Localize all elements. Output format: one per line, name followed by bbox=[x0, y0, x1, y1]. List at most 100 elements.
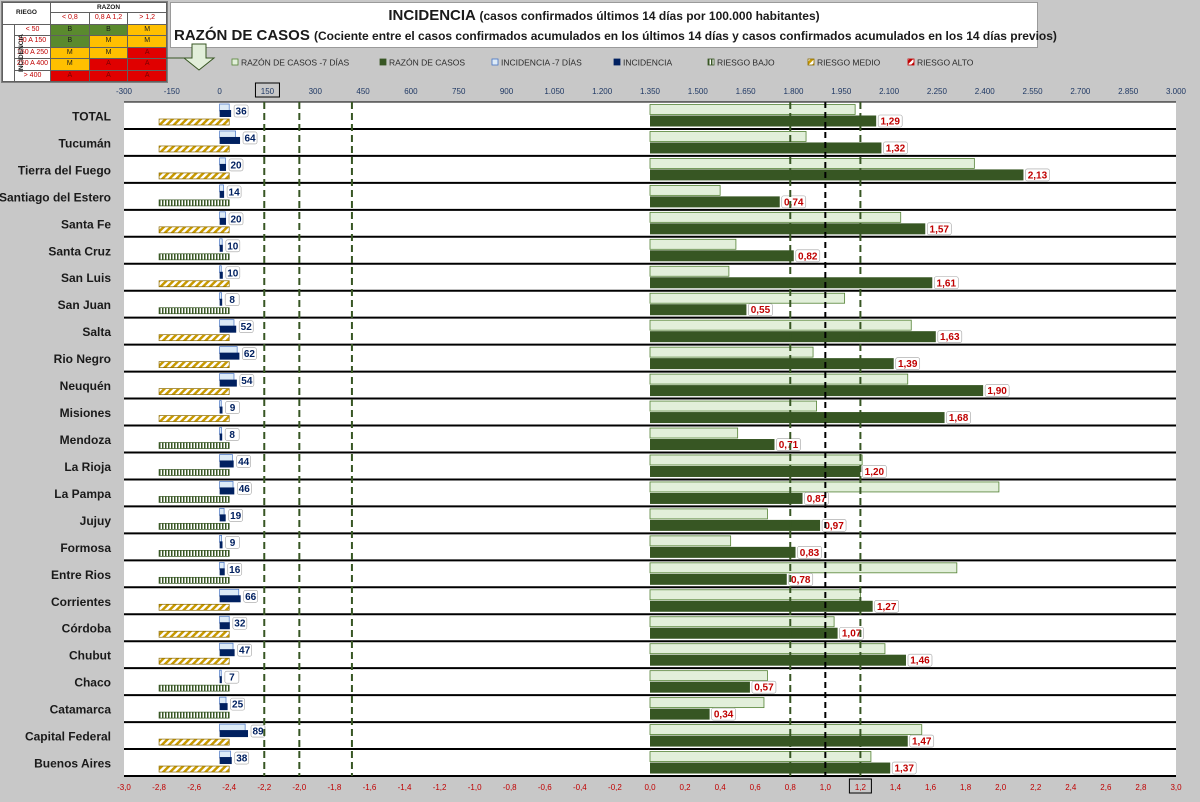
razon-bar bbox=[650, 519, 821, 531]
razon-label-box bbox=[874, 599, 899, 613]
razon-prev-bar bbox=[649, 131, 807, 142]
incidencia-bar bbox=[219, 730, 249, 738]
category-label: Tucumán bbox=[59, 136, 111, 150]
incidencia-bar bbox=[219, 136, 241, 144]
legend-entry-label: RIESGO MEDIO bbox=[817, 58, 881, 68]
incidencia-bar bbox=[219, 757, 232, 765]
subtitle-subtext: (Cociente entre el casos confirmados acu… bbox=[314, 29, 1057, 43]
bottom-axis-tick-label: 1,8 bbox=[960, 783, 972, 792]
incidencia-data-label: 54 bbox=[241, 376, 253, 387]
incidencia-bar bbox=[219, 190, 225, 198]
razon-prev-bar bbox=[649, 104, 856, 115]
chart-subtitle: RAZÓN DE CASOS (Cociente entre el casos … bbox=[174, 27, 1057, 44]
incidencia-data-label: 52 bbox=[241, 322, 253, 333]
title-subtext: (casos confirmados últimos 14 días por 1… bbox=[479, 9, 820, 23]
razon-prev-bar bbox=[649, 454, 863, 466]
legend-entry-label: RAZÓN DE CASOS bbox=[389, 58, 465, 68]
incidencia-data-label: 8 bbox=[229, 430, 235, 441]
incidencia-prev-bar bbox=[219, 615, 230, 624]
incidencia-data-label: 19 bbox=[230, 511, 242, 522]
category-label: La Rioja bbox=[64, 460, 111, 474]
top-axis-tick-label: 0 bbox=[217, 87, 222, 96]
legend-swatch bbox=[379, 58, 387, 66]
category-label: Capital Federal bbox=[25, 730, 111, 744]
category-label: Catamarca bbox=[50, 703, 112, 717]
top-axis-tick-label: 3.000 bbox=[1166, 87, 1187, 96]
razon-data-label: 0,57 bbox=[754, 683, 774, 694]
razon-label-box bbox=[984, 384, 1010, 397]
razon-data-label: 2,13 bbox=[1028, 170, 1048, 181]
razon-prev-bar bbox=[649, 508, 768, 520]
incidencia-prev-bar bbox=[219, 669, 222, 678]
incidencia-data-label: 36 bbox=[236, 107, 248, 118]
risk-table-cell: A bbox=[88, 69, 129, 82]
legend-entry-label: RIESGO BAJO bbox=[717, 58, 775, 68]
razon-data-label: 0,82 bbox=[798, 251, 818, 262]
incidencia-prev-bar bbox=[219, 265, 222, 274]
razon-label-box bbox=[891, 761, 917, 775]
razon-prev-bar bbox=[649, 400, 817, 412]
incidencia-data-label: 8 bbox=[229, 295, 235, 306]
razon-prev-bar bbox=[649, 292, 846, 304]
bottom-axis-tick-label: -2,6 bbox=[187, 783, 201, 792]
razon-data-label: 1,32 bbox=[886, 143, 906, 154]
risk-table-inc-range: 150 A 250 bbox=[13, 46, 52, 59]
razon-prev-bar bbox=[649, 211, 902, 223]
incidencia-prev-bar bbox=[219, 103, 230, 112]
legend-entry-label: RIESGO ALTO bbox=[917, 58, 974, 68]
top-axis-tick-label: 750 bbox=[452, 87, 466, 96]
incidencia-prev-bar bbox=[219, 696, 227, 705]
risk-matrix-table: RIEGO RAZON < 0,8 0,8 A 1,2 > 1,2 INCIDE… bbox=[1, 1, 168, 83]
bottom-axis-tick-label: 0,8 bbox=[785, 783, 797, 792]
top-axis-tick-label: 900 bbox=[500, 87, 514, 96]
bottom-axis-tick-label: -1,0 bbox=[468, 783, 482, 792]
razon-bar bbox=[650, 492, 803, 504]
legend-swatch bbox=[707, 58, 715, 66]
incidencia-bar bbox=[219, 676, 222, 684]
razon-label-box bbox=[797, 546, 822, 559]
razon-prev-bar bbox=[649, 158, 975, 169]
razon-label-box bbox=[776, 438, 801, 451]
category-label: Santa Cruz bbox=[48, 244, 111, 258]
category-label: TOTAL bbox=[72, 109, 111, 123]
category-label: Tierra del Fuego bbox=[18, 163, 111, 177]
incidencia-data-label: 10 bbox=[227, 241, 239, 252]
legend-entry-label: INCIDENCIA bbox=[623, 58, 672, 68]
razon-label-box bbox=[909, 734, 935, 748]
bottom-axis-tick-label: 1,4 bbox=[890, 783, 902, 792]
incidencia-bar bbox=[219, 487, 235, 495]
razon-bar bbox=[650, 331, 936, 343]
razon-prev-bar bbox=[649, 427, 739, 439]
razon-prev-bar bbox=[649, 724, 923, 735]
razon-label-box bbox=[907, 653, 933, 667]
incidencia-prev-bar bbox=[219, 211, 226, 220]
razon-data-label: 0,71 bbox=[779, 440, 799, 451]
incidencia-label-box bbox=[233, 104, 249, 118]
risk-bar bbox=[158, 388, 230, 395]
legend-entry-label: INCIDENCIA -7 DÍAS bbox=[501, 58, 582, 68]
risk-bar bbox=[158, 118, 230, 126]
risk-table-cell: B bbox=[50, 35, 90, 48]
bottom-axis-tick-label: -2,0 bbox=[292, 783, 306, 792]
risk-table-cell: B bbox=[88, 23, 129, 36]
razon-prev-bar bbox=[649, 670, 768, 682]
legend-swatch bbox=[907, 58, 915, 66]
incidencia-label-box bbox=[227, 563, 243, 576]
incidencia-bar bbox=[219, 595, 241, 603]
category-label: Salta bbox=[82, 325, 111, 339]
legend-swatch bbox=[491, 58, 499, 66]
incidencia-data-label: 47 bbox=[239, 646, 251, 657]
bottom-axis-tick-label: -2,4 bbox=[222, 783, 236, 792]
razon-bar bbox=[650, 708, 710, 720]
risk-table-cell: A bbox=[50, 69, 90, 82]
incidencia-data-label: 46 bbox=[239, 484, 251, 495]
header-box: INCIDENCIA (casos confirmados últimos 14… bbox=[170, 2, 1057, 48]
razon-bar bbox=[650, 546, 796, 558]
incidencia-label-box bbox=[237, 482, 252, 495]
incidencia-label-box bbox=[238, 320, 254, 333]
category-label: Rio Negro bbox=[54, 352, 111, 366]
incidencia-prev-bar bbox=[219, 723, 246, 732]
incidencia-prev-bar bbox=[219, 292, 222, 301]
incidencia-label-box bbox=[225, 239, 241, 253]
bottom-axis-tick-label: -2,8 bbox=[152, 783, 166, 792]
